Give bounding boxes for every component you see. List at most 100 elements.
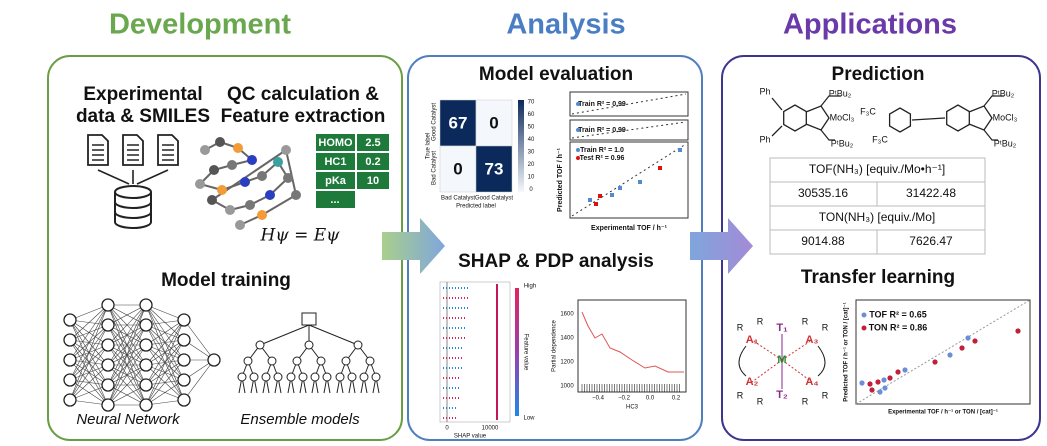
r-label: R [822, 322, 829, 332]
nn-node [177, 333, 191, 347]
tree-node [243, 356, 253, 366]
atom [265, 190, 275, 200]
bond [261, 194, 297, 216]
table-cell: 30535.16 [798, 186, 848, 200]
tree-node [322, 372, 332, 382]
legend-text: TON R² = 0.86 [869, 322, 928, 332]
point [618, 186, 622, 190]
atom [215, 137, 225, 147]
molecule-label: F₃C [872, 134, 888, 144]
r-label: R [737, 322, 744, 332]
tree-node [267, 356, 277, 366]
nn-node [63, 313, 77, 327]
nn-node [101, 298, 115, 312]
point [895, 369, 901, 375]
tree-node [292, 356, 302, 366]
nn-edge [107, 364, 147, 406]
legend-text: TOF R² = 0.65 [869, 309, 927, 319]
atom [200, 145, 210, 155]
legend-text: Train R² = 0.99 [578, 101, 626, 108]
colorbar-tick: 20 [528, 162, 535, 168]
ring [888, 107, 912, 133]
nn-node [177, 313, 191, 327]
diagonal [571, 93, 687, 115]
y-tick-label: 1400 [560, 336, 574, 342]
y-tick-label: 1200 [560, 360, 574, 366]
tree-node [347, 372, 357, 382]
tree-node [298, 372, 308, 382]
feature-text: pKa [325, 175, 347, 187]
bond [285, 149, 297, 196]
cm-value: 0 [489, 113, 498, 132]
point [869, 387, 875, 393]
table-header: TOF(NH₃) [equiv./Mo•h⁻¹] [809, 162, 945, 176]
x-tick-label: −0.4 [592, 396, 605, 402]
feature-text: 0.2 [365, 156, 380, 168]
database-top [114, 185, 152, 199]
complex-label: A₄ [805, 376, 818, 388]
plot-frame [569, 119, 689, 141]
table-cell: 9014.88 [801, 234, 845, 248]
pdp-line [581, 311, 684, 373]
r-label: R [757, 396, 764, 406]
tree-node [353, 340, 363, 350]
nn-edge [145, 379, 185, 406]
legend-dot [576, 128, 580, 132]
point [959, 345, 965, 351]
nn-edge [107, 324, 147, 406]
point [875, 379, 881, 385]
equation: Hψ = Eψ [260, 226, 341, 246]
x-tick-label: 0 [445, 426, 449, 432]
point [588, 198, 592, 202]
colorbar-tick: 30 [528, 150, 535, 156]
legend-dot [576, 102, 580, 106]
database-icon [114, 192, 152, 229]
axis-label: SHAP value [454, 434, 487, 440]
nn-node [177, 353, 191, 367]
r-label: R [737, 390, 744, 400]
nn-node [101, 358, 115, 372]
feature-text: HC1 [324, 156, 346, 168]
caption: Ensemble models [240, 411, 360, 428]
point [972, 338, 978, 344]
nn-edge [107, 304, 147, 346]
tree-edge [308, 324, 359, 346]
legend-text: Train R² = 1.0 [580, 147, 624, 154]
point [859, 380, 865, 386]
atom [217, 185, 227, 195]
section-title: Model training [161, 270, 291, 291]
header: Development [109, 9, 291, 41]
colorbar-tick: 0 [529, 187, 533, 193]
table-cell: 7626.47 [909, 234, 953, 248]
atom [227, 160, 237, 170]
colorbar-label: Feature value [522, 334, 528, 371]
nn-edge [145, 319, 185, 366]
header: Analysis [506, 9, 625, 41]
nn-node [139, 298, 153, 312]
point [678, 148, 682, 152]
molecule-label: F₃C [860, 106, 876, 116]
tree-node [316, 356, 326, 366]
atom [281, 145, 291, 155]
axis-label: Good Catalyst [432, 103, 438, 141]
legend-text: Test R² = 0.96 [580, 155, 625, 162]
arrow [690, 218, 753, 274]
tree-node [286, 372, 296, 382]
atom [291, 190, 301, 200]
molecule-label: PᵗBu₂ [829, 88, 852, 98]
point [638, 180, 642, 184]
point [902, 367, 908, 373]
cm-cell [475, 99, 513, 147]
tree-node [273, 372, 283, 382]
point [881, 377, 887, 383]
table-header: TON(NH₃) [equiv./Mo] [819, 210, 935, 224]
nn-edge [69, 304, 109, 361]
tree-node [341, 356, 351, 366]
colorbar-tick: 70 [528, 100, 535, 106]
nn-node [177, 393, 191, 407]
tree-node [310, 372, 320, 382]
arrow [382, 218, 445, 274]
colorbar-tick: 50 [528, 125, 535, 131]
feature-text: ... [330, 194, 339, 206]
nn-edge [107, 304, 147, 386]
